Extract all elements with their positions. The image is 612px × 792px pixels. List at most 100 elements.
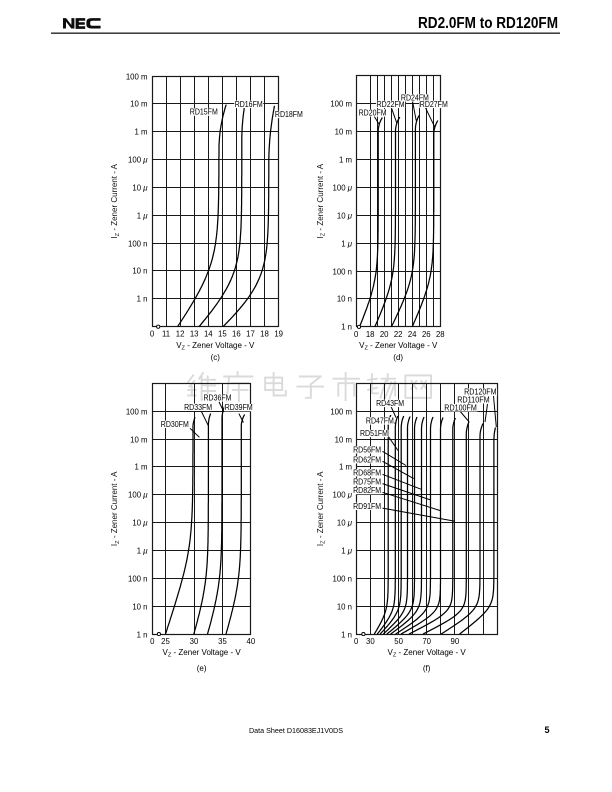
svg-text:RD82FM: RD82FM <box>353 486 381 495</box>
svg-text:13: 13 <box>190 330 199 339</box>
svg-text:35: 35 <box>218 637 227 646</box>
svg-text:0: 0 <box>150 330 155 339</box>
svg-text:1 μ: 1 μ <box>137 546 149 555</box>
svg-text:10 μ: 10 μ <box>337 211 353 220</box>
svg-text:100 n: 100 n <box>128 574 148 583</box>
svg-text:RD18FM: RD18FM <box>275 110 303 119</box>
svg-text:(e): (e) <box>197 664 207 673</box>
svg-text:RD110FM: RD110FM <box>457 395 490 404</box>
svg-text:100 μ: 100 μ <box>128 490 148 499</box>
svg-text:(d): (d) <box>393 353 403 362</box>
svg-text:100 μ: 100 μ <box>333 183 353 192</box>
svg-text:24: 24 <box>408 330 417 339</box>
svg-text:RD27FM: RD27FM <box>420 100 448 109</box>
svg-text:5: 5 <box>544 725 549 735</box>
svg-text:RD33FM: RD33FM <box>184 403 212 412</box>
svg-text:(c): (c) <box>211 353 221 362</box>
svg-text:VZ - Zener Voltage - V: VZ - Zener Voltage - V <box>176 341 255 352</box>
svg-text:IZ - Zener Current - A: IZ - Zener Current - A <box>316 163 327 238</box>
svg-text:RD62FM: RD62FM <box>353 455 381 464</box>
svg-text:RD39FM: RD39FM <box>225 403 253 412</box>
svg-text:1 μ: 1 μ <box>341 239 353 248</box>
svg-text:10 m: 10 m <box>335 435 352 444</box>
svg-text:100 n: 100 n <box>332 267 352 276</box>
svg-text:10 m: 10 m <box>130 99 147 108</box>
svg-text:10 μ: 10 μ <box>337 518 353 527</box>
svg-text:RD68FM: RD68FM <box>353 468 381 477</box>
svg-text:12: 12 <box>176 330 185 339</box>
svg-text:70: 70 <box>422 637 431 646</box>
svg-text:RD24FM: RD24FM <box>401 93 429 102</box>
svg-text:RD51FM: RD51FM <box>360 429 388 438</box>
svg-text:100 m: 100 m <box>330 99 352 108</box>
svg-text:VZ - Zener Voltage - V: VZ - Zener Voltage - V <box>162 648 241 659</box>
svg-text:100 μ: 100 μ <box>128 155 148 164</box>
svg-text:40: 40 <box>247 637 256 646</box>
svg-text:RD36FM: RD36FM <box>204 393 232 402</box>
svg-text:RD75FM: RD75FM <box>353 478 381 487</box>
svg-text:50: 50 <box>394 637 403 646</box>
svg-text:(f): (f) <box>423 664 431 673</box>
svg-text:1 n: 1 n <box>341 630 352 639</box>
svg-text:10 μ: 10 μ <box>132 183 148 192</box>
svg-text:VZ - Zener Voltage - V: VZ - Zener Voltage - V <box>387 648 466 659</box>
svg-text:100 m: 100 m <box>330 407 352 416</box>
svg-text:IZ - Zener Current - A: IZ - Zener Current - A <box>316 471 327 546</box>
svg-text:30: 30 <box>366 637 375 646</box>
svg-text:RD15FM: RD15FM <box>190 108 218 117</box>
svg-text:RD22FM: RD22FM <box>377 100 405 109</box>
svg-text:1 m: 1 m <box>339 462 352 471</box>
svg-text:10 n: 10 n <box>337 294 352 303</box>
svg-text:1 m: 1 m <box>135 127 148 136</box>
svg-text:10 m: 10 m <box>335 127 352 136</box>
svg-text:1 n: 1 n <box>341 322 352 331</box>
svg-text:17: 17 <box>246 330 255 339</box>
svg-text:25: 25 <box>161 637 170 646</box>
svg-text:1 n: 1 n <box>137 294 148 303</box>
svg-text:11: 11 <box>162 330 170 339</box>
svg-text:RD2.0FM to RD120FM: RD2.0FM to RD120FM <box>418 15 558 32</box>
svg-text:28: 28 <box>436 330 445 339</box>
svg-text:RD120FM: RD120FM <box>464 388 497 397</box>
svg-text:20: 20 <box>380 330 389 339</box>
svg-text:90: 90 <box>451 637 460 646</box>
svg-text:IZ - Zener Current - A: IZ - Zener Current - A <box>110 471 121 546</box>
svg-text:100 μ: 100 μ <box>333 490 353 499</box>
svg-text:RD100FM: RD100FM <box>444 403 477 412</box>
svg-text:10 μ: 10 μ <box>132 518 148 527</box>
svg-text:19: 19 <box>274 330 283 339</box>
svg-text:100 m: 100 m <box>126 407 148 416</box>
svg-text:1 m: 1 m <box>339 155 352 164</box>
svg-text:RD30FM: RD30FM <box>161 420 189 429</box>
svg-text:10 n: 10 n <box>337 602 352 611</box>
svg-text:0: 0 <box>150 637 155 646</box>
svg-text:16: 16 <box>232 330 241 339</box>
svg-text:1 μ: 1 μ <box>341 546 353 555</box>
svg-text:22: 22 <box>394 330 403 339</box>
svg-text:26: 26 <box>422 330 431 339</box>
svg-text:RD16FM: RD16FM <box>235 100 263 109</box>
svg-text:1 m: 1 m <box>135 462 148 471</box>
svg-text:RD91FM: RD91FM <box>353 502 381 511</box>
svg-text:RD20FM: RD20FM <box>359 108 387 117</box>
svg-text:10 n: 10 n <box>132 266 147 275</box>
svg-text:18: 18 <box>260 330 269 339</box>
svg-text:30: 30 <box>190 637 199 646</box>
svg-text:100 n: 100 n <box>128 239 148 248</box>
svg-text:IZ - Zener Current - A: IZ - Zener Current - A <box>110 163 121 238</box>
svg-text:0: 0 <box>354 330 359 339</box>
svg-text:15: 15 <box>218 330 227 339</box>
svg-text:10 n: 10 n <box>132 602 147 611</box>
svg-text:RD43FM: RD43FM <box>376 399 404 408</box>
svg-text:Data Sheet D16083EJ1V0DS: Data Sheet D16083EJ1V0DS <box>249 726 343 735</box>
svg-text:100 n: 100 n <box>332 574 352 583</box>
svg-text:18: 18 <box>366 330 375 339</box>
svg-text:100 m: 100 m <box>126 72 148 81</box>
svg-text:1 μ: 1 μ <box>137 211 149 220</box>
svg-text:0: 0 <box>354 637 359 646</box>
svg-text:10 m: 10 m <box>130 435 147 444</box>
svg-text:VZ - Zener Voltage - V: VZ - Zener Voltage - V <box>359 341 438 352</box>
svg-text:1 n: 1 n <box>137 630 148 639</box>
svg-text:14: 14 <box>204 330 213 339</box>
svg-text:RD56FM: RD56FM <box>353 445 381 454</box>
